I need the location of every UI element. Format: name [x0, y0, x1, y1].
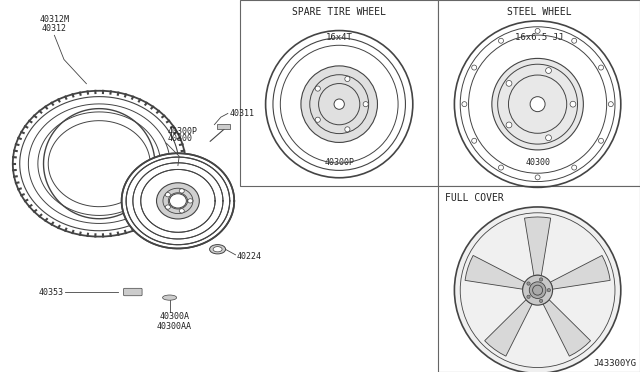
Ellipse shape [540, 299, 543, 302]
Ellipse shape [170, 194, 186, 208]
Text: 40300: 40300 [525, 158, 550, 167]
Ellipse shape [532, 285, 543, 295]
Text: 40300AA: 40300AA [157, 322, 191, 331]
Polygon shape [465, 256, 525, 289]
Text: 40312M: 40312M [40, 15, 69, 24]
Polygon shape [525, 217, 550, 276]
Ellipse shape [179, 209, 184, 213]
Text: 16x6.5 JJ: 16x6.5 JJ [515, 33, 563, 42]
Ellipse shape [315, 117, 321, 122]
Ellipse shape [179, 189, 184, 193]
Text: 40300A: 40300A [159, 312, 189, 321]
Text: 16x4T: 16x4T [326, 33, 353, 42]
Text: 40300: 40300 [168, 134, 193, 143]
Text: 40300P: 40300P [168, 127, 198, 136]
Ellipse shape [213, 247, 222, 252]
Text: 40311: 40311 [229, 109, 254, 118]
Ellipse shape [598, 65, 604, 70]
Ellipse shape [188, 199, 193, 203]
Ellipse shape [492, 58, 584, 150]
Polygon shape [543, 300, 591, 356]
Ellipse shape [523, 275, 552, 305]
Text: FULL COVER: FULL COVER [445, 193, 504, 203]
Bar [240, 0, 438, 186]
Ellipse shape [527, 295, 530, 298]
Ellipse shape [157, 183, 199, 219]
Ellipse shape [499, 38, 504, 43]
Ellipse shape [572, 165, 577, 170]
FancyBboxPatch shape [124, 288, 142, 296]
Ellipse shape [334, 99, 344, 109]
Ellipse shape [499, 165, 504, 170]
Ellipse shape [345, 76, 350, 81]
Ellipse shape [535, 175, 540, 180]
Ellipse shape [527, 282, 530, 285]
Text: J43300YG: J43300YG [594, 359, 637, 368]
Ellipse shape [165, 205, 170, 209]
Text: SPARE TIRE WHEEL: SPARE TIRE WHEEL [292, 7, 386, 17]
Ellipse shape [529, 282, 546, 298]
Ellipse shape [122, 153, 234, 248]
Ellipse shape [506, 80, 512, 86]
Ellipse shape [546, 135, 552, 141]
Bar [0, 0, 240, 372]
FancyBboxPatch shape [217, 124, 230, 129]
Text: STEEL WHEEL: STEEL WHEEL [507, 7, 572, 17]
Ellipse shape [163, 295, 177, 300]
Ellipse shape [454, 207, 621, 372]
Ellipse shape [598, 138, 604, 143]
Ellipse shape [547, 289, 550, 292]
Ellipse shape [210, 245, 226, 254]
Text: 40312: 40312 [42, 25, 67, 33]
Ellipse shape [462, 102, 467, 107]
Ellipse shape [530, 97, 545, 112]
Ellipse shape [535, 28, 540, 33]
Bar [438, 186, 640, 372]
Ellipse shape [165, 193, 170, 197]
Text: 40315: 40315 [525, 348, 550, 357]
Ellipse shape [472, 138, 477, 143]
Ellipse shape [540, 278, 543, 281]
Polygon shape [550, 256, 610, 289]
Text: 40224: 40224 [237, 252, 262, 261]
Ellipse shape [608, 102, 613, 107]
Bar [438, 0, 640, 186]
Ellipse shape [44, 109, 155, 219]
Ellipse shape [472, 65, 477, 70]
Ellipse shape [506, 122, 512, 128]
Ellipse shape [345, 127, 350, 132]
Text: 40300P: 40300P [324, 158, 354, 167]
Polygon shape [484, 300, 532, 356]
Ellipse shape [546, 68, 552, 73]
Ellipse shape [572, 38, 577, 43]
Ellipse shape [301, 66, 378, 142]
Ellipse shape [570, 101, 576, 107]
Ellipse shape [315, 86, 321, 91]
Text: 40353: 40353 [39, 288, 64, 296]
Ellipse shape [363, 102, 368, 107]
